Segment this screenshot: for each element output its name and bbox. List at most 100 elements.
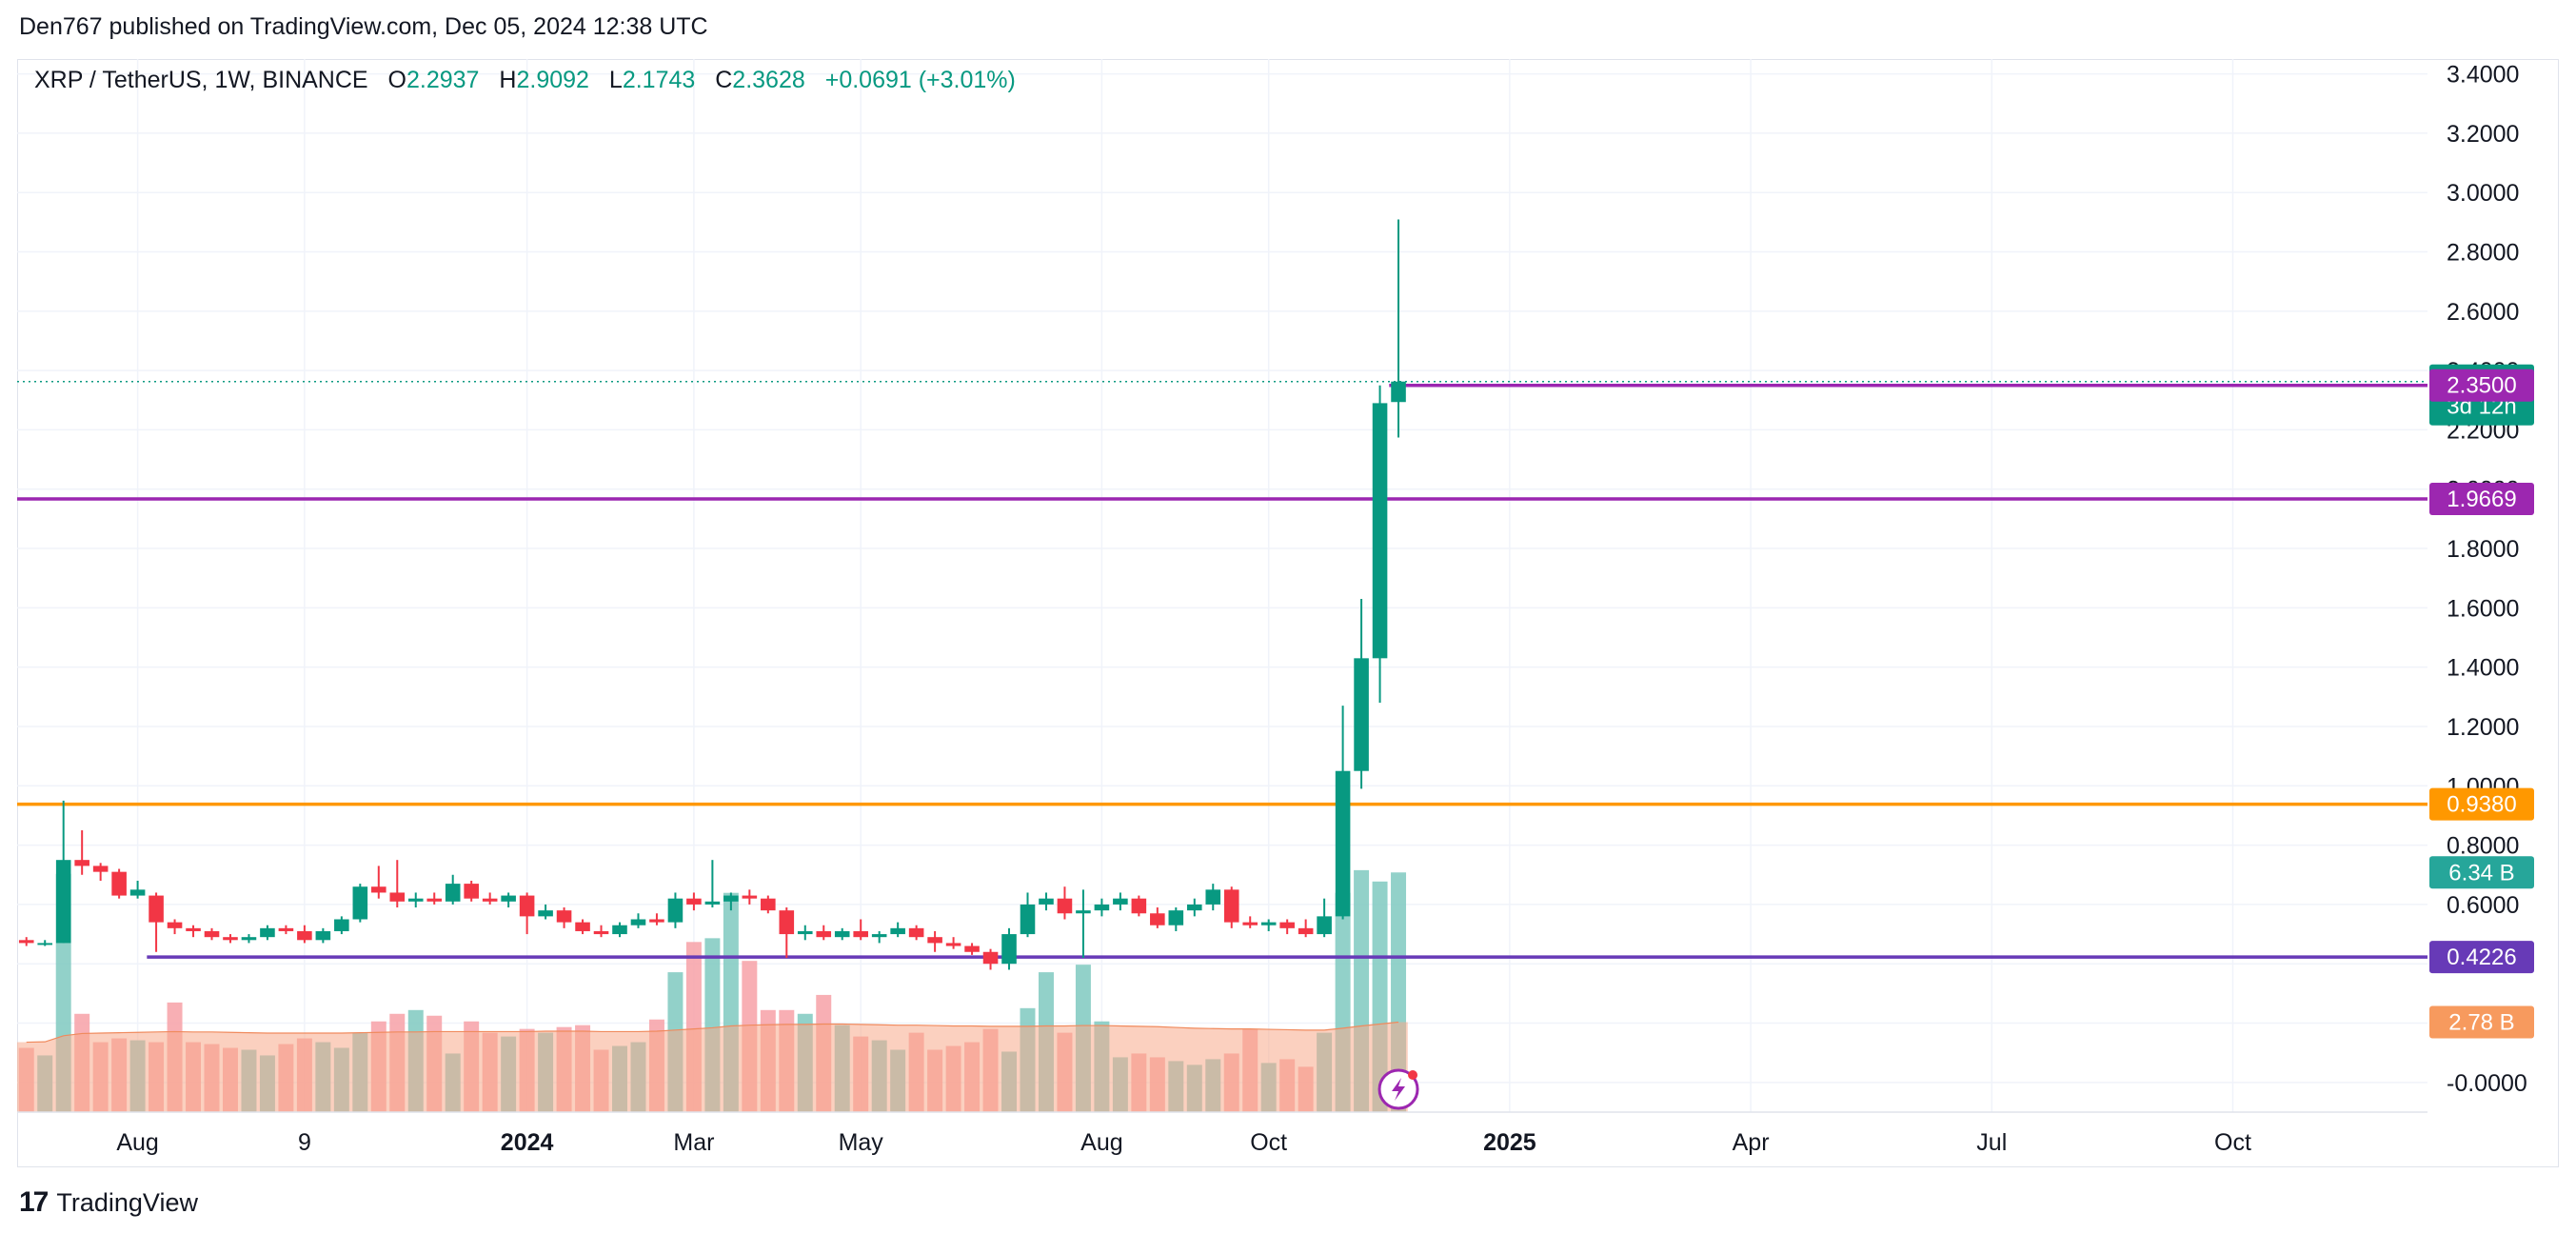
notification-dot (1408, 1070, 1418, 1080)
candle-body (371, 886, 386, 893)
legend-close: 2.3628 (732, 67, 805, 93)
candles-layer (18, 219, 1406, 970)
candle-body (1150, 913, 1165, 926)
candle-body (927, 937, 942, 944)
volume-ma-line (26, 1021, 1399, 1044)
lightning-bolt-shape (1392, 1078, 1406, 1101)
candle-body (593, 930, 609, 935)
candle-body (556, 910, 572, 923)
x-tick-label: 9 (298, 1129, 311, 1156)
candle-body (1317, 916, 1332, 935)
candle-body (649, 919, 664, 923)
grid-layer (17, 59, 2427, 1112)
horizontal-lines-layer (17, 380, 2427, 959)
volume-ma-layer (17, 1021, 1408, 1112)
candle-body (204, 930, 220, 938)
resistance-2.3500-badge-bg (2429, 368, 2534, 402)
x-tick-label: 2025 (1483, 1129, 1536, 1156)
x-tick-label: Oct (2214, 1129, 2251, 1156)
candle-body (1391, 381, 1406, 403)
candle-body (129, 889, 146, 896)
candle-body (871, 934, 887, 938)
volume-ma-badge-bg (2429, 1005, 2534, 1039)
support-0.4226-badge-text: 0.4226 (2447, 945, 2516, 970)
axis-layer: 3.40003.20003.00002.80002.60002.40002.20… (17, 62, 2527, 1156)
candle-body (149, 895, 164, 923)
chart-legend: XRP / TetherUS, 1W, BINANCE O2.2937 H2.9… (34, 67, 1016, 94)
candle-body (612, 925, 627, 935)
y-tick-label: 0.6000 (2447, 892, 2519, 919)
x-tick-label: Jul (1976, 1129, 2007, 1156)
tradingview-logo-icon[interactable]: 17 (19, 1186, 49, 1218)
candle-body (816, 930, 832, 938)
candle-body (1001, 934, 1017, 965)
y-tick-label: 2.6000 (2447, 299, 2519, 326)
legend-symbol[interactable]: XRP / TetherUS, 1W, BINANCE (34, 67, 368, 93)
candle-body (1186, 904, 1202, 911)
publish-header: Den767 published on TradingView.com, Dec… (19, 13, 708, 40)
candle-body (37, 943, 53, 945)
level-0.9380-badge-text: 0.9380 (2447, 792, 2516, 818)
resistance-1.9669-badge-text: 1.9669 (2447, 487, 2516, 512)
candle-body (1372, 403, 1388, 659)
y-tick-label: 1.6000 (2447, 595, 2519, 622)
candle-body (742, 895, 758, 899)
y-tick-label: 3.2000 (2447, 121, 2519, 148)
legend-high-label: H (499, 67, 517, 93)
candle-body (1205, 889, 1221, 905)
volume-ma-area (17, 1022, 1408, 1112)
x-tick-label: Aug (1080, 1129, 1122, 1156)
y-tick-label: 1.4000 (2447, 655, 2519, 682)
footer-brand[interactable]: TradingView (56, 1187, 198, 1217)
candle-body (982, 951, 999, 965)
candle-body (426, 898, 443, 902)
candle-body (1260, 922, 1277, 926)
candle-body (1020, 904, 1036, 935)
candle-body (407, 898, 424, 902)
candle-body (167, 922, 183, 928)
candle-body (445, 884, 461, 902)
candle-body (945, 943, 961, 946)
candle-body (389, 892, 406, 902)
candle-body (519, 895, 535, 917)
candle-body (761, 898, 776, 911)
candle-body (111, 871, 127, 896)
legend-close-label: C (715, 67, 733, 93)
badge-layer: 2.36283d 12h2.35001.96690.93800.42266.34… (2429, 364, 2534, 1039)
volume-ma-badge-text: 2.78 B (2448, 1010, 2514, 1036)
candle-body (1039, 898, 1054, 905)
x-tick-label: Aug (116, 1129, 158, 1156)
x-tick-label: Oct (1250, 1129, 1287, 1156)
legend-change: +0.0691 (+3.01%) (824, 67, 1016, 93)
legend-low-label: L (608, 67, 623, 93)
candle-body (575, 922, 590, 931)
y-tick-label: -0.0000 (2447, 1070, 2527, 1097)
candle-body (1242, 922, 1258, 926)
candle-body (1094, 904, 1110, 911)
x-tick-label: May (839, 1129, 884, 1156)
candle-body (464, 884, 479, 899)
candle-body (186, 927, 201, 931)
footer: 17 TradingView (19, 1186, 198, 1219)
x-tick-label: Mar (673, 1129, 714, 1156)
candle-body (538, 910, 553, 917)
candle-body (723, 895, 739, 902)
resistance-2.3500-badge-text: 2.3500 (2447, 373, 2516, 399)
x-tick-label: Apr (1733, 1129, 1770, 1156)
candle-body (1168, 910, 1184, 926)
candle-body (18, 940, 34, 944)
volume-badge-text: 6.34 B (2448, 860, 2514, 886)
y-tick-label: 3.4000 (2447, 62, 2519, 89)
candle-body (1057, 898, 1073, 914)
y-tick-label: 1.2000 (2447, 714, 2519, 741)
candle-body (278, 927, 294, 931)
candle-body (908, 927, 924, 938)
volume-badge-bg (2429, 856, 2534, 889)
legend-high: 2.9092 (516, 67, 589, 93)
y-tick-label: 3.0000 (2447, 180, 2519, 207)
legend-low: 2.1743 (622, 67, 696, 93)
candle-body (315, 930, 331, 941)
candle-body (223, 937, 238, 941)
candle-body (1279, 922, 1295, 928)
